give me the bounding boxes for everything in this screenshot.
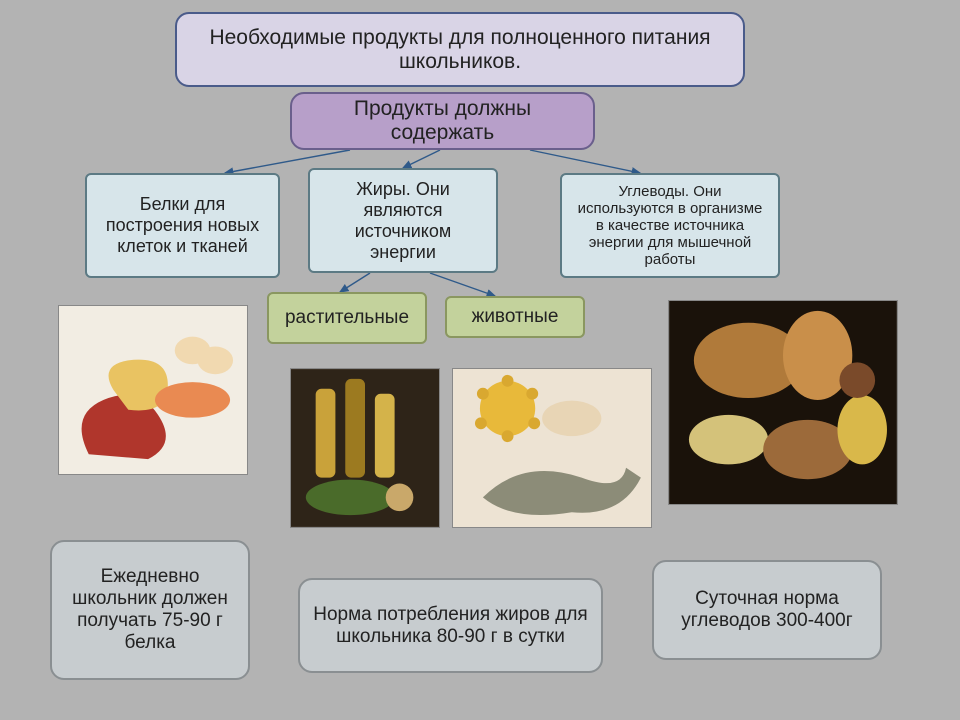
contain-box: Продукты должны содержать <box>290 92 595 150</box>
plant-fat-box: растительные <box>267 292 427 344</box>
carbs-box: Углеводы. Они используются в организме в… <box>560 173 780 278</box>
animal-fat-box: животные <box>445 296 585 338</box>
proteins-box: Белки для построения новых клеток и ткан… <box>85 173 280 278</box>
plant-fat-image <box>290 368 440 528</box>
contain-text: Продукты должны содержать <box>302 97 583 145</box>
title-text: Необходимые продукты для полноценного пи… <box>187 26 733 74</box>
proteins-image <box>58 305 248 475</box>
carbs-image <box>668 300 898 505</box>
animal-fat-text: животные <box>472 306 559 328</box>
plant-fat-text: растительные <box>285 307 409 329</box>
carb-norm-text: Суточная норма углеводов 300-400г <box>664 588 870 632</box>
fat-norm-text: Норма потребления жиров для школьника 80… <box>310 604 591 648</box>
title-box: Необходимые продукты для полноценного пи… <box>175 12 745 87</box>
fat-norm-box: Норма потребления жиров для школьника 80… <box>298 578 603 673</box>
carb-norm-box: Суточная норма углеводов 300-400г <box>652 560 882 660</box>
fats-text: Жиры. Они являются источником энергии <box>320 179 486 263</box>
carbs-text: Углеводы. Они используются в организме в… <box>572 183 768 268</box>
protein-norm-box: Ежедневно школьник должен получать 75-90… <box>50 540 250 680</box>
fats-box: Жиры. Они являются источником энергии <box>308 168 498 273</box>
protein-norm-text: Ежедневно школьник должен получать 75-90… <box>62 566 238 654</box>
animal-fat-image <box>452 368 652 528</box>
proteins-text: Белки для построения новых клеток и ткан… <box>97 194 268 257</box>
